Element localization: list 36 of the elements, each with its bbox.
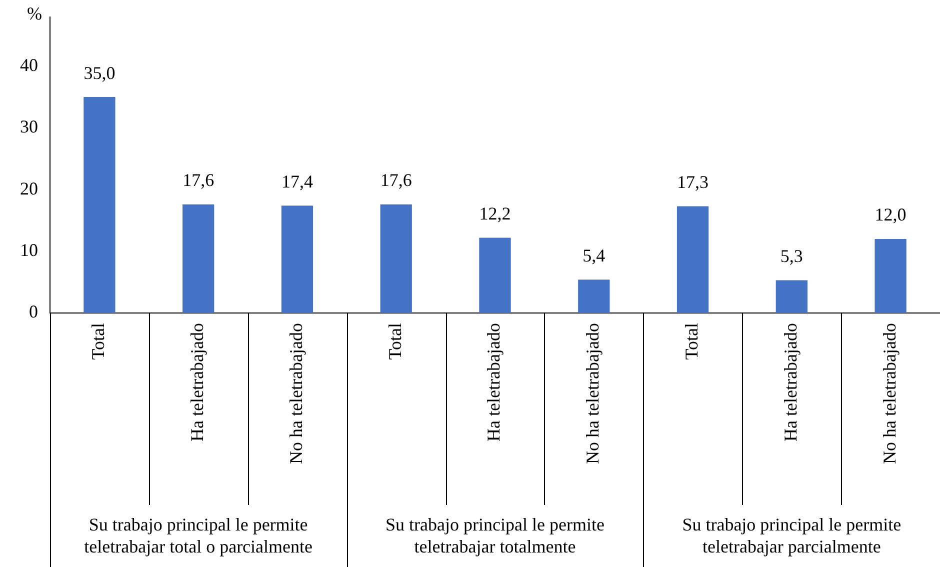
bar [776,280,808,313]
data-label: 17,6 [380,170,412,190]
bar [380,204,412,313]
data-label: 5,4 [582,245,606,266]
bar [182,204,214,313]
y-tick-label: 0 [29,302,38,322]
data-label: 17,3 [677,172,709,192]
y-tick-label: 20 [20,178,38,198]
bar [676,206,709,313]
data-label: 17,4 [281,171,313,192]
x-tick-label: Total [88,323,108,360]
y-tick-label: 40 [20,54,38,75]
bar [84,97,116,313]
data-label: 5,3 [780,246,803,266]
x-tick-label: No ha teletrabajado [879,323,900,464]
x-tick-label: No ha teletrabajado [286,323,306,464]
text: Su trabajo principal le permite teletrabajar totalmente [386,514,604,557]
bar [874,238,906,313]
y-tick-label: 10 [20,240,38,260]
text: Su trabajo principal le permite teletrabajar total o parcialmente [84,514,313,557]
bar [281,206,314,313]
y-tick-label: 30 [20,116,38,137]
data-label: 35,0 [84,62,116,83]
data-label: 12,0 [874,204,906,225]
text: Su trabajo principal le permite teletrabajar parcialmente [682,514,902,557]
x-tick-label: Ha teletrabajado [780,323,800,442]
y-axis-title: % [27,4,42,24]
data-label: 12,2 [479,203,511,224]
data-label: 17,6 [182,170,214,190]
x-tick-label: Ha teletrabajado [187,323,208,442]
x-tick-label: No ha teletrabajado [582,323,603,464]
x-tick-label: Total [682,323,702,360]
bar [479,238,511,313]
bar [578,280,610,313]
x-tick-label: Total [384,323,405,360]
x-tick-label: Ha teletrabajado [484,323,504,442]
